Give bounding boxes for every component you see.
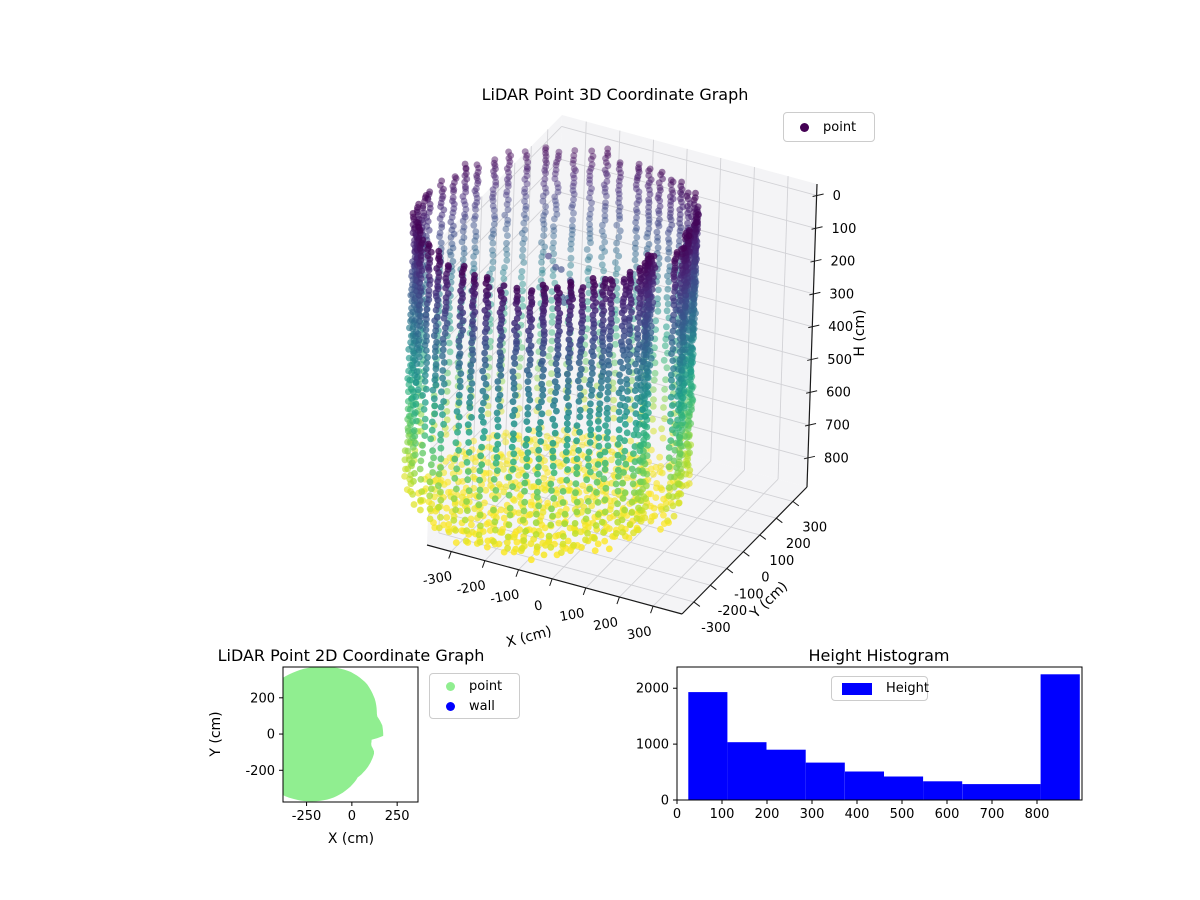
histogram-bars bbox=[688, 674, 1080, 800]
svg-text:800: 800 bbox=[1025, 807, 1050, 822]
tick-marks bbox=[279, 697, 398, 806]
svg-text:400: 400 bbox=[828, 320, 853, 335]
legend-item-height: Height bbox=[840, 680, 929, 697]
axes-frame bbox=[676, 666, 1083, 801]
tick-labels: -250 0 250 -200 0 200 bbox=[245, 691, 409, 824]
point-cloud bbox=[401, 144, 702, 564]
svg-text:-100: -100 bbox=[489, 587, 521, 607]
tick-labels: -300 -200 -100 0 100 200 300 -300-200-100010020… bbox=[422, 189, 857, 643]
svg-text:300: 300 bbox=[800, 807, 825, 822]
svg-text:200: 200 bbox=[786, 537, 811, 552]
svg-text:100: 100 bbox=[710, 807, 735, 822]
svg-text:100: 100 bbox=[769, 554, 794, 569]
svg-text:250: 250 bbox=[385, 809, 410, 824]
histogram-title: Height Histogram bbox=[809, 646, 950, 665]
point-marker-icon bbox=[446, 681, 455, 691]
svg-text:500: 500 bbox=[827, 353, 852, 368]
svg-text:0: 0 bbox=[761, 571, 769, 586]
svg-text:-250: -250 bbox=[292, 809, 322, 824]
svg-text:-300: -300 bbox=[422, 569, 454, 589]
svg-text:-100: -100 bbox=[734, 587, 764, 602]
svg-text:100: 100 bbox=[832, 222, 857, 237]
2d-scatter-plot: -250 0 250 -200 0 200 LiDAR Point 2D Coordina… bbox=[208, 646, 485, 847]
svg-text:-200: -200 bbox=[245, 764, 275, 779]
axis-spines bbox=[426, 183, 818, 615]
svg-text:-200: -200 bbox=[455, 578, 487, 598]
legend-label: point bbox=[469, 678, 503, 694]
legend-item-point: point bbox=[438, 677, 509, 695]
svg-text:-200: -200 bbox=[718, 604, 748, 619]
y-axis-label: Y (cm) bbox=[208, 711, 224, 757]
svg-text:500: 500 bbox=[890, 807, 915, 822]
svg-text:300: 300 bbox=[626, 624, 653, 643]
svg-text:0: 0 bbox=[833, 189, 841, 204]
svg-text:200: 200 bbox=[830, 255, 855, 270]
3d-scatter-plot: -300 -200 -100 0 100 200 300 -300-200-100010020… bbox=[401, 85, 868, 651]
svg-text:200: 200 bbox=[250, 691, 275, 706]
legend-item-wall: wall bbox=[438, 697, 509, 715]
svg-text:-300: -300 bbox=[701, 621, 731, 636]
legend-item-point: point bbox=[792, 118, 864, 137]
svg-text:400: 400 bbox=[845, 807, 870, 822]
svg-text:700: 700 bbox=[980, 807, 1005, 822]
scan-footprint-region bbox=[283, 667, 384, 802]
histogram-legend: Height bbox=[831, 676, 929, 701]
svg-text:1000: 1000 bbox=[636, 738, 669, 753]
svg-text:200: 200 bbox=[755, 807, 780, 822]
plot3d-legend: point bbox=[783, 112, 875, 142]
svg-text:600: 600 bbox=[826, 386, 851, 401]
svg-text:0: 0 bbox=[348, 809, 356, 824]
legend-label: wall bbox=[469, 698, 495, 714]
plot2d-title: LiDAR Point 2D Coordinate Graph bbox=[218, 646, 485, 665]
svg-text:700: 700 bbox=[825, 419, 850, 434]
svg-text:600: 600 bbox=[935, 807, 960, 822]
wall-marker-icon bbox=[446, 701, 455, 711]
height-histogram-plot: 0 100 200 300 400 500 600 700 800 0 1000 2000 Heigh… bbox=[636, 646, 1083, 822]
svg-text:2000: 2000 bbox=[636, 682, 669, 697]
tick-marks bbox=[448, 193, 824, 614]
legend-label: Height bbox=[886, 681, 929, 696]
point-marker-icon bbox=[800, 122, 809, 132]
svg-text:100: 100 bbox=[559, 606, 586, 625]
svg-text:0: 0 bbox=[661, 794, 669, 809]
height-swatch-icon bbox=[842, 682, 872, 695]
legend-label: point bbox=[823, 119, 857, 135]
svg-text:0: 0 bbox=[267, 728, 275, 743]
svg-text:300: 300 bbox=[829, 287, 854, 302]
plot3d-title: LiDAR Point 3D Coordinate Graph bbox=[482, 85, 749, 104]
svg-text:200: 200 bbox=[592, 615, 619, 634]
z-axis-label: H (cm) bbox=[852, 309, 868, 356]
tick-labels: 0 100 200 300 400 500 600 700 800 0 1000 2000 bbox=[636, 682, 1050, 822]
svg-text:0: 0 bbox=[673, 807, 681, 822]
x-axis-label: X (cm) bbox=[328, 831, 374, 847]
svg-text:800: 800 bbox=[824, 451, 849, 466]
svg-text:300: 300 bbox=[802, 520, 827, 535]
tick-marks bbox=[673, 687, 1038, 804]
plot2d-legend: point wall bbox=[429, 673, 520, 719]
svg-text:0: 0 bbox=[533, 598, 544, 614]
